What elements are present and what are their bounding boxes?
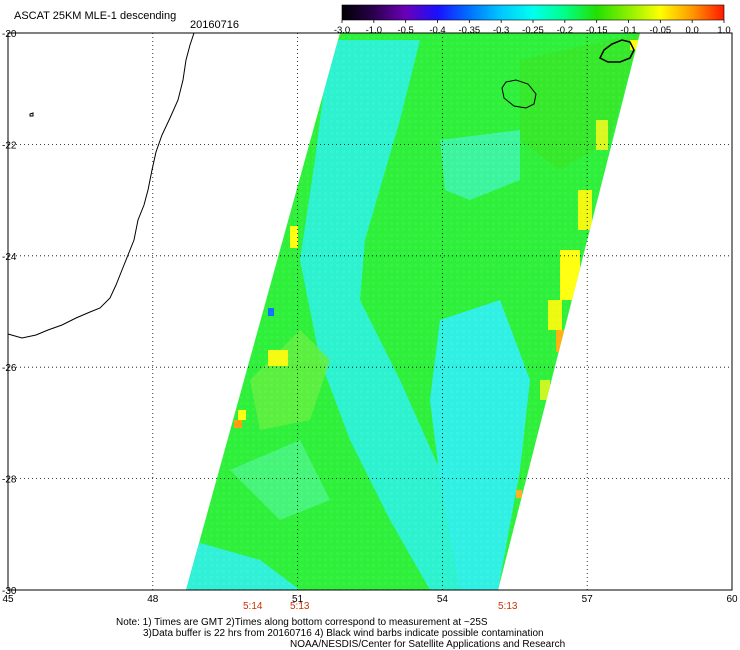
product-title: ASCAT 25KM MLE-1 descending [14, 10, 177, 22]
lat-lon-grid [7, 32, 733, 591]
swath-pixel-texture [186, 33, 640, 590]
note-line: Note: 1) Times are GMT 2)Times along bot… [116, 617, 488, 628]
small-island-coastline [29, 112, 34, 117]
colorbar-label: 1.0 [717, 25, 730, 36]
note-line: NOAA/NESDIS/Center for Satellite Applica… [290, 639, 566, 650]
wind-swath [186, 33, 640, 590]
colorbar-label: -0.15 [586, 25, 608, 36]
colorbar-label: -0.1 [620, 25, 636, 36]
lat-tick-label: -30 [2, 586, 17, 597]
colorbar-label: -1.0 [366, 25, 382, 36]
colorbar: -3.0 -1.0 -0.5 -0.4 -0.35 -0.3 -0.25 -0.2 -0.15 -… [334, 4, 731, 36]
lat-tick-label: -24 [2, 252, 17, 263]
colorbar-label: 0.0 [686, 25, 699, 36]
product-date: 20160716 [190, 19, 239, 31]
lat-tick-label: -26 [2, 363, 17, 374]
lat-tick-label: -20 [2, 29, 17, 40]
note-line: 3)Data buffer is 22 hrs from 20160716 4)… [143, 628, 544, 639]
lat-tick-label: -22 [2, 140, 17, 151]
coastlines [7, 32, 635, 339]
lon-tick-label: 57 [582, 594, 594, 605]
map-border [7, 32, 733, 591]
lon-tick-label: 51 [292, 594, 304, 605]
madagascar-coastline [7, 32, 195, 339]
colorbar-label: -0.5 [397, 25, 413, 36]
colorbar-label: -0.05 [650, 25, 672, 36]
time-label: 5:14 [243, 601, 263, 612]
lon-tick-label: 54 [437, 594, 449, 605]
colorbar-label: -0.25 [522, 25, 544, 36]
lon-tick-label: 45 [2, 594, 14, 605]
lon-tick-label: 48 [147, 594, 159, 605]
reunion-coastline [501, 79, 537, 109]
lon-tick-label: 60 [726, 594, 738, 605]
axis-labels: 45 48 51 54 57 60 -20 -22 -24 -26 -28 -30 [2, 29, 738, 605]
colorbar-label: -0.2 [557, 25, 573, 36]
colorbar-label: -0.4 [429, 25, 445, 36]
colorbar-label: -0.35 [459, 25, 481, 36]
colorbar-label: -0.3 [493, 25, 509, 36]
colorbar-gradient [341, 4, 725, 21]
time-label: 5:13 [290, 601, 310, 612]
mauritius-coastline [598, 39, 635, 63]
lat-tick-label: -28 [2, 475, 17, 486]
time-label: 5:13 [498, 601, 518, 612]
colorbar-label: -3.0 [334, 25, 350, 36]
